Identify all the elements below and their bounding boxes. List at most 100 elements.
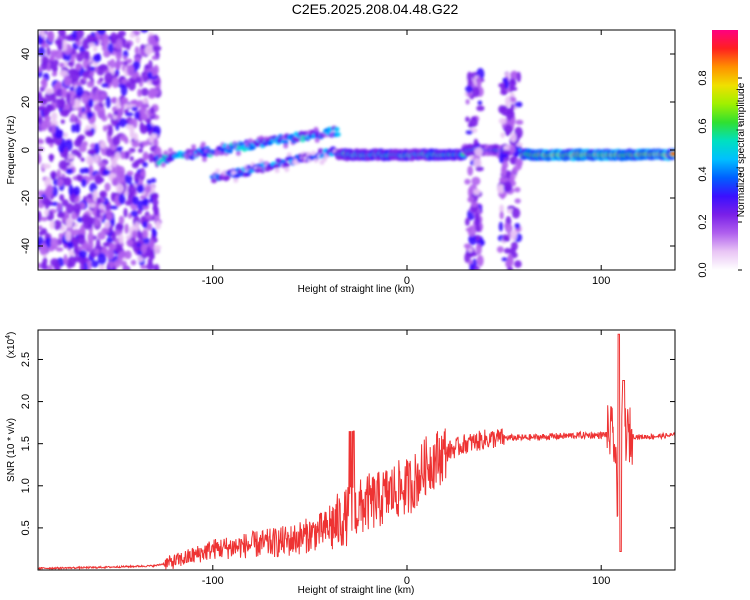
heatmap-broadband-noise xyxy=(47,30,55,43)
heatmap-broadband-noise xyxy=(123,266,129,270)
spectrogram-panel: -100 0 100 -40 -20 0 20 40 Height of straight l… xyxy=(6,29,676,295)
heatmap-broadband-burst xyxy=(514,260,522,268)
heatmap-broadband-noise xyxy=(53,59,59,67)
heatmap-broadband-noise xyxy=(117,83,126,88)
heatmap-broadband-noise xyxy=(75,64,82,71)
heatmap-broadband-noise xyxy=(105,96,111,109)
heatmap-broadband-burst xyxy=(499,176,505,183)
heatmap-broadband-noise xyxy=(77,233,86,245)
snr-ylabel: SNR (10 * v/v) xyxy=(6,418,17,482)
heatmap-broadband-burst xyxy=(465,85,473,93)
heatmap-broadband-burst xyxy=(503,180,512,193)
heatmap-broadband-noise xyxy=(50,237,59,250)
heatmap-broadband-noise xyxy=(96,208,101,219)
heatmap-broadband-noise xyxy=(144,185,152,194)
heatmap-broadband-noise xyxy=(150,177,157,183)
heatmap-broadband-noise xyxy=(127,184,137,195)
heatmap-broadband-burst xyxy=(474,147,483,156)
heatmap-broadband-noise xyxy=(44,209,49,216)
heatmap-broadband-noise xyxy=(38,110,41,118)
heatmap-broadband-noise xyxy=(79,167,86,174)
heatmap-broadband-noise xyxy=(68,250,75,257)
snr-panel: -100 0 100 0.5 1.0 1.5 2.0 2.5 Height of straig… xyxy=(5,329,676,596)
heatmap-broadband-noise xyxy=(63,176,72,187)
heatmap-broadband-noise xyxy=(120,260,128,267)
heatmap-broadband-burst xyxy=(510,132,517,143)
heatmap-broadband-noise xyxy=(116,108,124,114)
heatmap-broadband-noise xyxy=(116,146,123,151)
heatmap-broadband-noise xyxy=(94,174,103,185)
heatmap-broadband-noise xyxy=(111,177,120,187)
heatmap-broadband-noise xyxy=(63,77,72,87)
heatmap-broadband-noise xyxy=(115,184,124,193)
heatmap-broadband-burst xyxy=(506,255,514,268)
heatmap-broadband-noise xyxy=(110,217,115,227)
heatmap-broadband-burst xyxy=(514,198,521,204)
heatmap-broadband-noise xyxy=(146,262,155,270)
heatmap-rising-streak-lower xyxy=(322,157,327,162)
heatmap-broadband-burst xyxy=(496,246,504,253)
heatmap-broadband-noise xyxy=(108,124,114,137)
heatmap-broadband-burst xyxy=(468,233,477,246)
heatmap-broadband-noise xyxy=(150,192,159,200)
heatmap-broadband-noise xyxy=(131,140,140,148)
heatmap-broadband-noise xyxy=(146,179,152,185)
heatmap-broadband-burst xyxy=(501,257,508,262)
heatmap-broadband-noise xyxy=(73,186,81,196)
heatmap-broadband-noise xyxy=(59,194,65,202)
heatmap-broadband-noise xyxy=(57,38,63,50)
heatmap-broadband-noise xyxy=(92,95,98,102)
heatmap-broadband-noise xyxy=(104,220,111,229)
heatmap-broadband-burst xyxy=(507,266,514,270)
snr-ticks: -100 0 100 0.5 1.0 1.5 2.0 2.5 xyxy=(20,330,675,587)
heatmap-rising-streak-lower xyxy=(274,168,280,173)
heatmap-rising-streak-upper xyxy=(283,143,289,149)
heatmap-broadband-noise xyxy=(71,229,81,236)
heatmap-broadband-noise xyxy=(125,112,134,117)
heatmap-broadband-noise xyxy=(65,103,71,110)
heatmap-broadband-burst xyxy=(475,243,482,256)
heatmap-broadband-noise xyxy=(40,261,46,270)
heatmap-broadband-burst xyxy=(500,132,505,139)
heatmap-broadband-burst xyxy=(515,158,523,167)
heatmap-broadband-burst xyxy=(463,243,471,249)
y-tick-label: 2.0 xyxy=(20,394,32,409)
heatmap-broadband-noise xyxy=(81,38,91,50)
heatmap-rising-streak-lower xyxy=(211,178,217,184)
heatmap-rising-streak-upper xyxy=(314,137,320,143)
heatmap-broadband-noise xyxy=(82,242,89,251)
heatmap-broadband-noise xyxy=(79,262,85,270)
heatmap-broadband-noise xyxy=(122,55,128,61)
heatmap-broadband-noise xyxy=(124,173,133,185)
heatmap-broadband-burst xyxy=(471,116,477,121)
heatmap-broadband-noise xyxy=(134,221,139,232)
heatmap-broadband-burst xyxy=(498,221,504,232)
heatmap-broadband-noise xyxy=(57,178,64,187)
heatmap-broadband-noise xyxy=(94,248,100,255)
heatmap-broadband-noise xyxy=(41,43,50,48)
heatmap-broadband-noise xyxy=(126,170,134,176)
heatmap-broadband-noise xyxy=(38,262,42,269)
heatmap-broadband-burst xyxy=(511,207,521,219)
y-tick-label: -20 xyxy=(20,190,32,206)
heatmap-broadband-noise xyxy=(148,135,156,144)
heatmap-broadband-noise xyxy=(86,198,95,204)
heatmap-broadband-burst xyxy=(466,71,473,82)
heatmap-broadband-noise xyxy=(152,198,159,207)
heatmap-broadband-noise xyxy=(38,66,42,73)
heatmap-broadband-noise xyxy=(51,201,59,207)
heatmap-broadband-noise xyxy=(109,58,116,69)
heatmap-broadband-noise xyxy=(72,70,81,81)
heatmap-broadband-noise xyxy=(55,262,61,270)
heatmap-broadband-noise xyxy=(49,220,55,230)
colorbar-tick-label: 0.8 xyxy=(697,70,709,85)
heatmap-broadband-burst xyxy=(465,130,473,135)
heatmap-broadband-burst xyxy=(469,263,475,270)
heatmap-rising-streak-upper xyxy=(313,126,319,132)
heatmap-tone xyxy=(670,152,675,156)
heatmap-broadband-noise xyxy=(60,119,66,124)
heatmap-broadband-burst xyxy=(465,227,473,232)
heatmap-rising-streak-upper xyxy=(235,150,241,156)
heatmap-broadband-noise xyxy=(135,76,142,84)
snr-series-line xyxy=(38,333,675,570)
